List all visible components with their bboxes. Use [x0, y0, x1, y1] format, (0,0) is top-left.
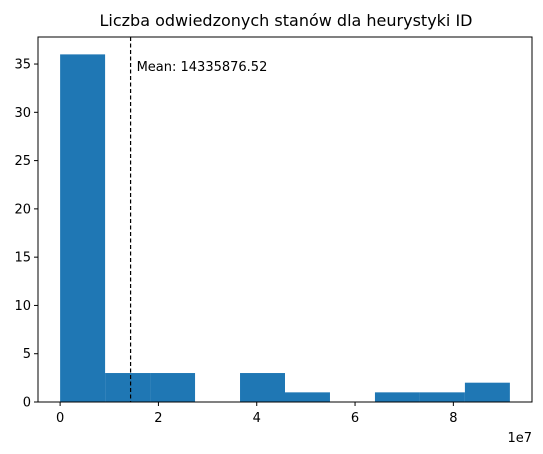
histogram-bar	[60, 54, 106, 402]
y-tick-label: 10	[14, 299, 31, 314]
x-axis: 0 2 4 6 8	[56, 402, 457, 426]
y-tick-label: 0	[23, 396, 31, 411]
histogram-bar	[240, 373, 285, 402]
y-tick-label: 35	[14, 58, 31, 73]
histogram-bar	[419, 392, 465, 402]
chart-title: Liczba odwiedzonych stanów dla heurystyk…	[100, 11, 473, 30]
x-tick-label: 4	[253, 411, 261, 426]
y-tick-label: 15	[14, 251, 31, 266]
x-tick-label: 2	[154, 411, 162, 426]
x-tick-label: 8	[449, 411, 457, 426]
mean-label: Mean: 14335876.52	[137, 60, 268, 75]
y-tick-label: 30	[14, 106, 31, 121]
histogram-bar	[150, 373, 196, 402]
histogram-bars	[60, 54, 510, 402]
x-tick-label: 0	[56, 411, 64, 426]
x-tick-label: 6	[351, 411, 359, 426]
y-tick-label: 5	[23, 347, 31, 362]
plot-frame	[37, 36, 533, 403]
mean-marker: Mean: 14335876.52	[129, 37, 268, 402]
histogram-bar	[105, 373, 151, 402]
y-axis: 0 5 10 15 20 25 30 35	[14, 58, 38, 411]
histogram-bar	[285, 392, 330, 402]
histogram-bar	[374, 392, 420, 402]
x-axis-offset-label: 1e7	[507, 431, 532, 446]
y-tick-label: 20	[14, 202, 31, 217]
histogram-bar	[464, 382, 510, 402]
y-tick-label: 25	[14, 154, 31, 169]
